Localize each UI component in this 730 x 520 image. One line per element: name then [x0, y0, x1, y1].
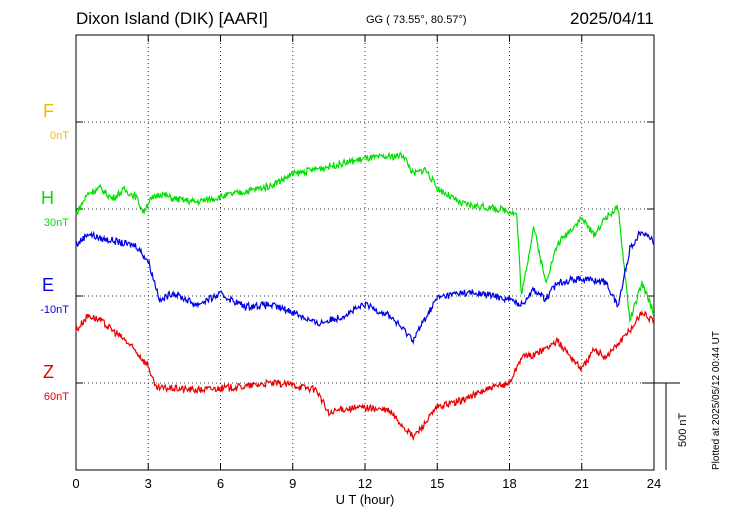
series-offset-E: -10nT — [40, 304, 69, 316]
series-line-H — [75, 150, 655, 323]
x-tick-label: 6 — [217, 476, 224, 491]
series-line-E — [75, 230, 655, 346]
series-line-Z — [75, 310, 655, 442]
x-tick-label: 15 — [430, 476, 444, 491]
series-name-H: H — [41, 188, 54, 208]
series-offset-Z: 60nT — [44, 391, 69, 403]
x-tick-label: 18 — [502, 476, 516, 491]
series-name-Z: Z — [43, 362, 54, 382]
series-offset-F: 0nT — [50, 130, 69, 142]
x-axis-label: U T (hour) — [336, 492, 395, 507]
x-tick-label: 12 — [358, 476, 372, 491]
plotted-timestamp: Plotted at 2025/05/12 00:44 UT — [711, 331, 722, 470]
series-offset-H: 30nT — [44, 217, 69, 229]
plot-frame — [75, 34, 655, 471]
x-tick-label: 24 — [647, 476, 661, 491]
series-name-E: E — [42, 275, 54, 295]
series-name-F: F — [43, 101, 54, 121]
coordinates: GG ( 73.55°, 80.57°) — [366, 14, 467, 26]
date-label: 2025/04/11 — [570, 9, 654, 28]
x-tick-label: 9 — [289, 476, 296, 491]
scale-bar-label: 500 nT — [677, 412, 689, 447]
x-tick-label: 21 — [575, 476, 589, 491]
x-tick-label: 0 — [72, 476, 79, 491]
station-title: Dixon Island (DIK) [AARI] — [76, 9, 268, 28]
x-tick-label: 3 — [145, 476, 152, 491]
